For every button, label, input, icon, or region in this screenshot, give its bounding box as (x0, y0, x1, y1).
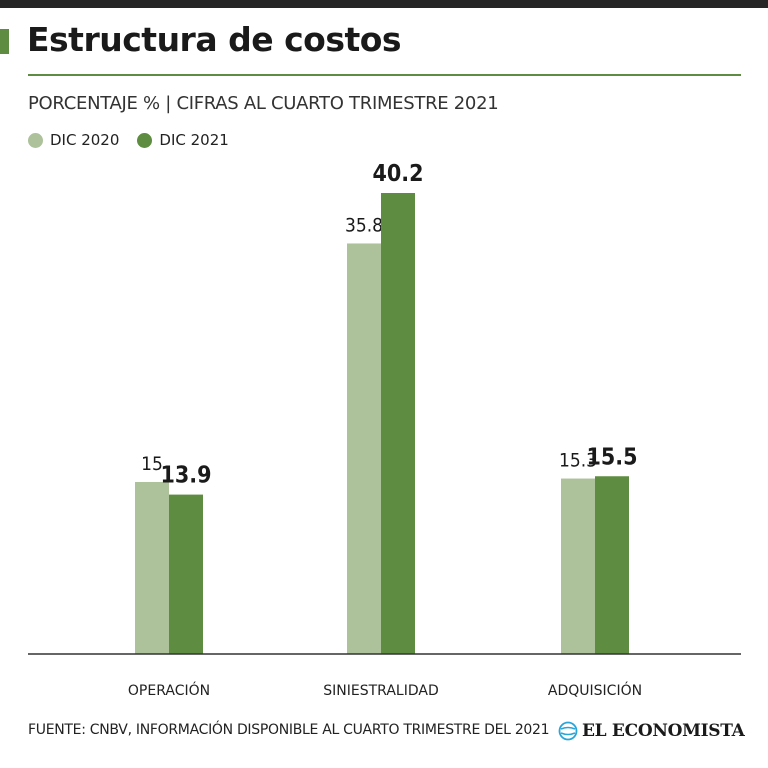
bar-2021-0 (169, 494, 203, 654)
data-label-2021-1: 40.2 (372, 161, 423, 187)
top-bar (0, 0, 768, 8)
publisher-logo: EL ECONOMISTA (558, 721, 745, 741)
logo-text: EL ECONOMISTA (582, 721, 745, 741)
legend-swatch-2021 (137, 132, 153, 148)
category-label-0: OPERACIÓN (128, 681, 210, 699)
legend: DIC 2020 DIC 2021 (28, 131, 247, 149)
data-label-2020-1: 35.8 (345, 214, 383, 236)
source-note: FUENTE: CNBV, INFORMACIÓN DISPONIBLE AL … (28, 722, 550, 738)
title-accent-mark (0, 29, 9, 54)
bar-2021-1 (381, 193, 415, 654)
bar-2020-2 (561, 478, 595, 654)
legend-label-2020: DIC 2020 (50, 131, 120, 149)
bar-2021-2 (595, 476, 629, 654)
legend-item-2021: DIC 2021 (137, 131, 229, 149)
legend-item-2020: DIC 2020 (28, 131, 119, 149)
data-label-2021-0: 13.9 (160, 463, 211, 489)
title-rule (28, 74, 741, 76)
data-label-2020-0: 15 (141, 453, 163, 475)
category-label-1: SINIESTRALIDAD (323, 683, 438, 699)
data-label-2021-2: 15.5 (586, 444, 637, 470)
data-label-2020-2: 15.3 (559, 450, 597, 472)
legend-label-2021: DIC 2021 (159, 131, 229, 149)
legend-swatch-2020 (28, 132, 43, 148)
bar-2020-0 (135, 481, 169, 654)
chart-title: Estructura de costos (27, 20, 402, 59)
category-label-2: ADQUISICIÓN (548, 681, 642, 699)
globe-icon (558, 721, 578, 741)
bar-2020-1 (347, 243, 381, 655)
chart-subtitle: PORCENTAJE % | CIFRAS AL CUARTO TRIMESTR… (28, 93, 499, 114)
